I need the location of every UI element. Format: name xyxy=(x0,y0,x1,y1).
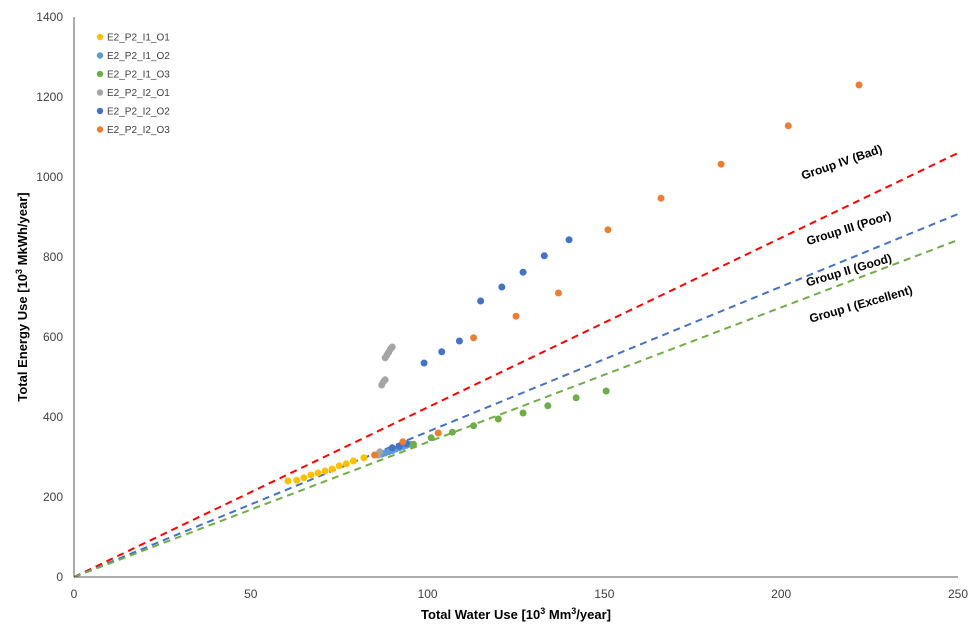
legend-marker xyxy=(96,52,104,59)
data-point-E2_P2_I2_O2 xyxy=(420,359,428,367)
data-point-E2_P2_I1_O1 xyxy=(300,474,308,482)
data-point-E2_P2_I2_O3 xyxy=(855,81,863,89)
data-point-E2_P2_I1_O1 xyxy=(314,469,322,477)
data-point-E2_P2_I2_O1 xyxy=(381,376,389,384)
data-point-E2_P2_I2_O3 xyxy=(470,334,478,342)
reference-line-1 xyxy=(73,152,959,578)
group-label-3: Group II (Good) xyxy=(804,251,893,290)
legend-label: E2_P2_I2_O1 xyxy=(107,88,170,99)
data-point-E2_P2_I1_O1 xyxy=(335,462,343,470)
data-point-E2_P2_I1_O1 xyxy=(360,454,368,462)
x-tick-label: 100 xyxy=(418,587,438,601)
data-point-E2_P2_I1_O1 xyxy=(349,457,357,465)
y-tick-label: 600 xyxy=(43,330,63,344)
data-point-E2_P2_I2_O2 xyxy=(455,337,463,345)
data-point-E2_P2_I1_O1 xyxy=(307,471,315,479)
reference-line-2 xyxy=(73,213,959,578)
legend-marker xyxy=(96,126,104,133)
group-label-1: Group IV (Bad) xyxy=(799,142,884,183)
data-point-E2_P2_I1_O1 xyxy=(328,465,336,473)
data-point-E2_P2_I1_O3 xyxy=(448,428,456,436)
x-axis-title: Total Water Use [103 Mm3/year] xyxy=(421,606,611,622)
data-point-E2_P2_I2_O3 xyxy=(604,226,612,234)
legend: E2_P2_I1_O1 E2_P2_I1_O2 E2_P2_I1_O3 E2_P2_I… xyxy=(96,33,170,136)
data-point-E2_P2_I2_O2 xyxy=(477,297,485,305)
data-point-E2_P2_I2_O2 xyxy=(498,283,506,291)
data-points xyxy=(284,81,863,485)
axes xyxy=(73,17,958,578)
data-point-E2_P2_I2_O3 xyxy=(512,312,520,320)
data-point-E2_P2_I1_O3 xyxy=(519,409,527,417)
data-point-E2_P2_I1_O3 xyxy=(572,394,580,402)
y-tick-label: 1400 xyxy=(36,10,63,24)
data-point-E2_P2_I1_O1 xyxy=(284,477,292,485)
reference-lines xyxy=(73,152,959,578)
legend-marker xyxy=(96,107,104,115)
data-point-E2_P2_I1_O1 xyxy=(293,476,301,484)
data-point-E2_P2_I1_O3 xyxy=(494,415,502,423)
tick-labels: 0 50 100 150 200 250 0 200 400 600 800 1000 1200 1400 xyxy=(36,10,968,601)
legend-marker xyxy=(96,33,104,41)
group-label-2: Group III (Poor) xyxy=(805,208,893,248)
data-point-E2_P2_I2_O2 xyxy=(540,252,548,260)
data-point-E2_P2_I1_O3 xyxy=(427,434,435,442)
x-tick-label: 0 xyxy=(71,587,78,601)
legend-label: E2_P2_I2_O2 xyxy=(107,107,170,118)
y-tick-label: 400 xyxy=(43,410,63,424)
data-point-E2_P2_I2_O3 xyxy=(784,122,792,130)
data-point-E2_P2_I2_O2 xyxy=(565,236,573,244)
x-tick-label: 150 xyxy=(594,587,614,601)
data-point-E2_P2_I2_O1 xyxy=(388,343,396,351)
data-point-E2_P2_I2_O3 xyxy=(434,429,442,437)
data-point-E2_P2_I2_O3 xyxy=(399,438,407,446)
x-tick-label: 250 xyxy=(948,587,968,601)
data-point-E2_P2_I2_O3 xyxy=(657,194,665,202)
x-tick-label: 50 xyxy=(244,587,258,601)
legend-label: E2_P2_I1_O1 xyxy=(107,33,170,44)
data-point-E2_P2_I2_O2 xyxy=(438,348,446,356)
data-point-E2_P2_I2_O3 xyxy=(371,451,379,459)
group-labels: Group IV (Bad) Group III (Poor)Group II (… xyxy=(799,142,914,326)
data-point-E2_P2_I1_O3 xyxy=(470,422,478,430)
legend-label: E2_P2_I1_O3 xyxy=(107,70,170,81)
data-point-E2_P2_I2_O2 xyxy=(519,268,527,276)
legend-label: E2_P2_I2_O3 xyxy=(107,125,170,136)
data-point-E2_P2_I1_O3 xyxy=(409,440,417,448)
data-point-E2_P2_I1_O3 xyxy=(544,402,552,410)
data-point-E2_P2_I1_O1 xyxy=(342,460,350,468)
y-tick-label: 200 xyxy=(43,490,63,504)
reference-line-3 xyxy=(73,239,959,578)
data-point-E2_P2_I1_O1 xyxy=(321,467,329,475)
data-point-E2_P2_I2_O1 xyxy=(376,448,384,456)
y-tick-label: 0 xyxy=(56,570,63,584)
data-point-E2_P2_I2_O2 xyxy=(388,444,396,452)
legend-marker xyxy=(96,89,104,96)
group-label-4: Group I (Excellent) xyxy=(808,283,914,326)
y-tick-label: 800 xyxy=(43,250,63,264)
y-axis-title: Total Energy Use [103 MkWh/year] xyxy=(14,192,30,401)
legend-marker xyxy=(96,70,104,78)
data-point-E2_P2_I1_O3 xyxy=(602,387,610,395)
legend-label: E2_P2_I1_O2 xyxy=(107,51,170,62)
y-tick-label: 1000 xyxy=(36,170,63,184)
x-tick-label: 200 xyxy=(771,587,791,601)
data-point-E2_P2_I2_O3 xyxy=(554,289,562,297)
data-point-E2_P2_I2_O3 xyxy=(717,160,725,168)
y-tick-label: 1200 xyxy=(36,90,63,104)
